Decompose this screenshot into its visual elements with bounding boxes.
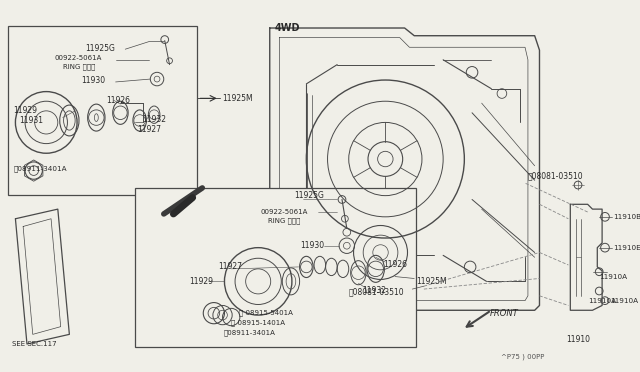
Text: ⓘ 08915-1401A: ⓘ 08915-1401A [231, 320, 285, 326]
Text: 4WD: 4WD [275, 23, 300, 33]
Text: 11910A: 11910A [588, 298, 616, 304]
Text: 11925M: 11925M [223, 94, 253, 103]
Text: 11931: 11931 [19, 116, 44, 125]
Text: 11910A: 11910A [599, 273, 627, 279]
Text: ⓝ08911-3401A: ⓝ08911-3401A [223, 329, 275, 336]
Text: 11910: 11910 [566, 335, 591, 344]
Text: SEE SEC.117: SEE SEC.117 [12, 341, 56, 347]
Text: 00922-5061A: 00922-5061A [55, 55, 102, 61]
Text: RING リング: RING リング [268, 217, 300, 224]
Text: 11927: 11927 [218, 262, 242, 272]
Text: 11925G: 11925G [84, 44, 115, 53]
Text: Ⓑ08081-03510: Ⓑ08081-03510 [528, 171, 584, 180]
Text: 11925M: 11925M [416, 277, 447, 286]
Text: 11910E: 11910E [612, 245, 640, 251]
Bar [8, 26, 198, 195]
Text: ⓝ08911-3401A: ⓝ08911-3401A [13, 166, 67, 172]
Text: 11926: 11926 [383, 260, 408, 269]
Text: 11930: 11930 [301, 241, 324, 250]
Text: 11926: 11926 [106, 96, 130, 105]
Text: ^P75 ) 00PP: ^P75 ) 00PP [501, 353, 545, 360]
Text: 11910A: 11910A [610, 298, 638, 304]
Text: 11929: 11929 [189, 277, 213, 286]
Text: 00922-5061A: 00922-5061A [260, 209, 307, 215]
Text: Ⓑ08081-03510: Ⓑ08081-03510 [349, 288, 404, 296]
Text: 11925G: 11925G [294, 191, 324, 200]
Text: RING リング: RING リング [63, 63, 95, 70]
Text: 11932: 11932 [362, 286, 386, 295]
Text: 11932: 11932 [143, 115, 166, 124]
Text: ⓘ 08915-5401A: ⓘ 08915-5401A [239, 310, 292, 317]
Text: 11910B: 11910B [612, 214, 640, 220]
Text: 11930: 11930 [81, 77, 105, 86]
Bar [135, 188, 416, 347]
Text: FRONT: FRONT [490, 309, 518, 318]
Text: 11929: 11929 [13, 106, 38, 115]
Text: 11927: 11927 [137, 125, 161, 134]
